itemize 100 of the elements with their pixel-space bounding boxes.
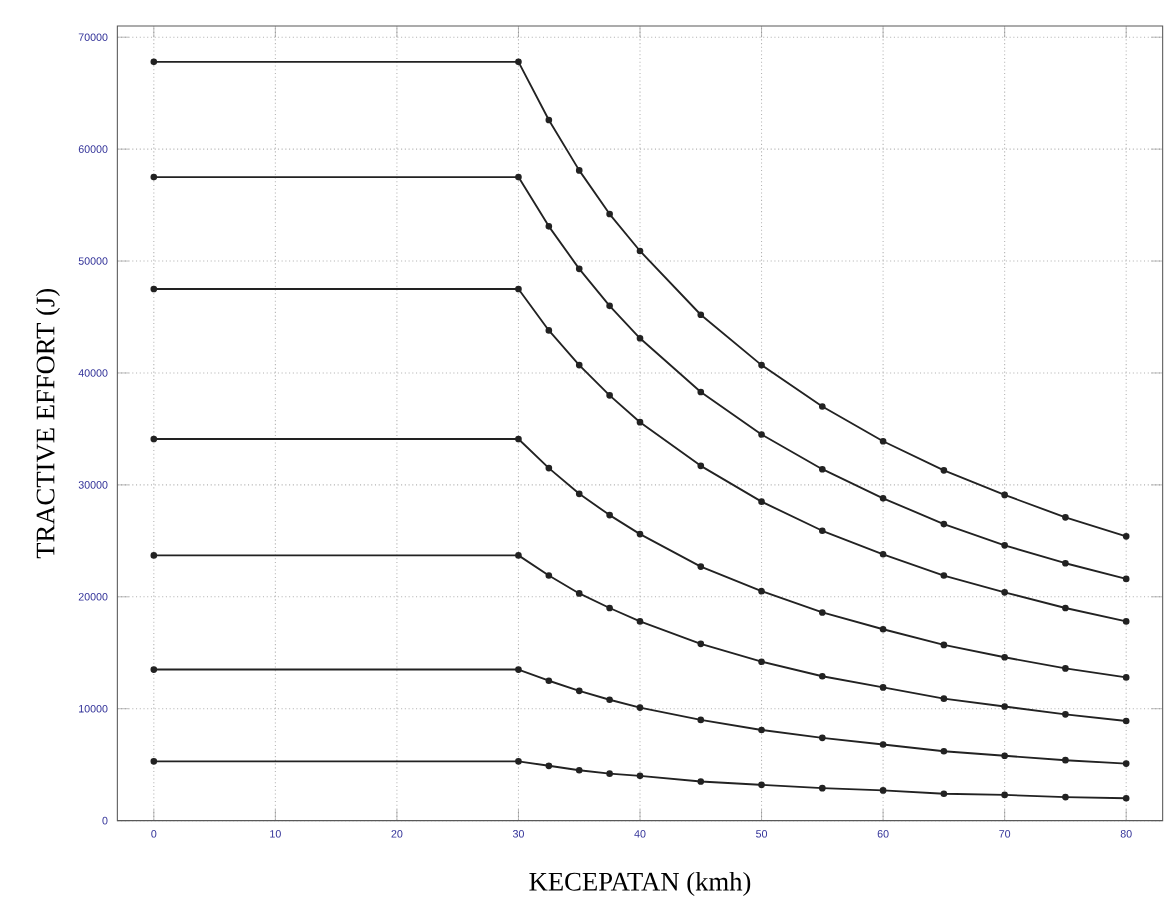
point [545,572,553,579]
point [940,747,948,755]
point [940,695,948,702]
point [818,465,826,473]
point [545,327,553,334]
point [636,618,644,625]
point [150,757,158,765]
point [575,167,583,174]
point [606,511,613,519]
point [606,210,613,218]
point [818,609,826,616]
point [606,770,613,777]
point [818,734,826,742]
point [879,625,887,633]
point [879,437,887,445]
point [940,466,948,474]
point [879,684,887,691]
point [940,790,948,798]
point [1062,559,1069,567]
point [1001,588,1008,596]
point [1122,618,1130,625]
point [1122,674,1130,681]
point [150,58,158,66]
point [575,766,583,774]
point [1062,514,1069,521]
point [879,741,887,748]
point [545,223,553,230]
point [545,464,553,472]
point [606,604,613,612]
point [818,784,826,792]
y-axis-title: TRACTIVE EFFORT (J) [35,289,60,559]
point [1001,653,1008,661]
point [879,494,887,502]
point [1001,703,1008,710]
point [758,658,765,666]
point [1001,491,1008,499]
point [879,787,887,794]
point [697,311,705,319]
point [697,716,705,724]
point [515,173,522,181]
point [636,334,644,342]
point [636,772,644,780]
point [515,58,522,66]
point [940,520,948,528]
point [636,247,644,255]
point [818,403,826,410]
point [1122,717,1130,725]
point [150,173,158,181]
point [545,762,553,770]
point [758,498,765,505]
point [150,435,158,443]
point [697,462,705,470]
point [575,361,583,369]
point [515,666,522,673]
point [1001,752,1008,760]
x-axis-title: KECEPATAN (kmh) [529,871,751,897]
point [575,490,583,498]
point [1001,541,1008,549]
point [150,666,158,673]
point [758,726,765,734]
point [758,361,765,369]
point [1122,575,1130,583]
point [575,265,583,273]
point [1062,793,1069,801]
point [150,552,158,559]
point [545,677,553,685]
point [636,704,644,711]
point [515,757,522,765]
point [818,527,826,535]
point [1122,533,1130,540]
point [1062,710,1069,718]
point [1062,604,1069,612]
point [1122,794,1130,802]
point [940,641,948,649]
point [1122,760,1130,767]
point [606,696,613,704]
point [606,392,613,399]
point [758,431,765,438]
point [150,285,158,293]
point [636,530,644,538]
point [697,640,705,648]
point [515,285,522,293]
point [575,687,583,695]
point [515,552,522,559]
point [545,116,553,124]
point [636,418,644,426]
point [575,590,583,597]
point [879,550,887,558]
point [758,587,765,595]
point [606,302,613,310]
point [1062,665,1069,672]
point [697,388,705,396]
point [818,672,826,680]
point [697,563,705,570]
point [1001,791,1008,799]
point [515,435,522,443]
point [1062,756,1069,764]
point [697,778,705,785]
point [758,781,765,789]
point [940,572,948,579]
